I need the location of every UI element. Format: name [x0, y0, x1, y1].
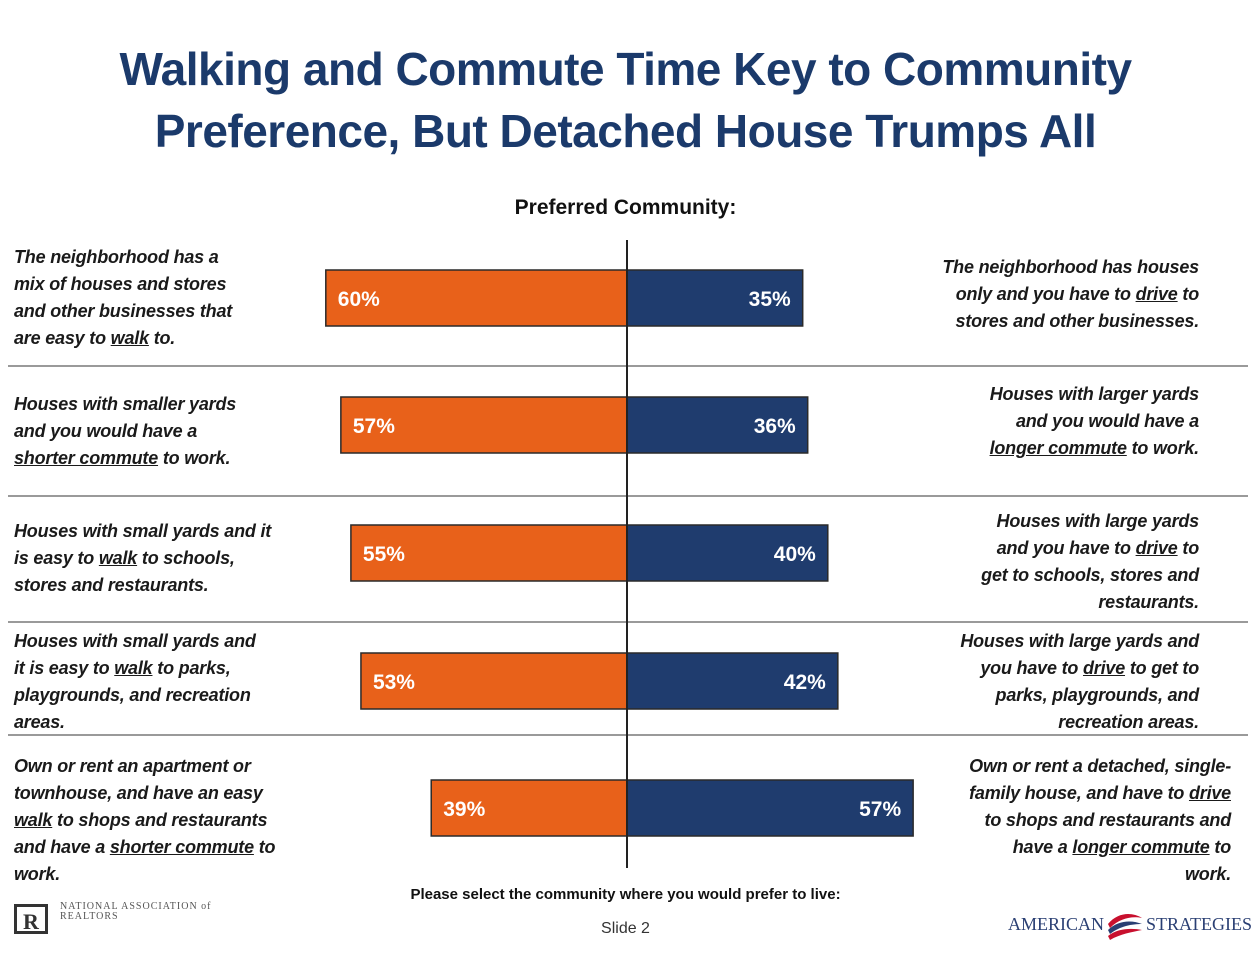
row-5-left-label: Own or rent an apartment or townhouse, an…	[14, 756, 276, 884]
slide-number: Slide 2	[601, 920, 650, 937]
row-5-right-label: Own or rent a detached, single-family ho…	[969, 756, 1231, 884]
bar-left-5	[430, 779, 628, 837]
row-2-left-label: Houses with smaller yards and you would h…	[14, 394, 237, 468]
row-3-left-label: Houses with small yards and it is easy to…	[14, 521, 272, 595]
bar-right-5	[626, 779, 914, 837]
bar-left-2	[340, 396, 628, 454]
nar-logo-text: NATIONAL ASSOCIATION of REALTORS	[60, 901, 212, 922]
nar-logo: R NATIONAL ASSOCIATION of REALTORS	[14, 900, 214, 944]
logo-word-strategies: STRATEGIES	[1146, 914, 1251, 934]
bar-right-4	[626, 652, 839, 710]
bar-right-label-5: 57%	[859, 798, 901, 821]
bar-right-1	[626, 269, 804, 327]
bar-right-label-2: 36%	[754, 415, 796, 438]
american-strategies-logo: AMERICAN STRATEGIES	[1008, 910, 1251, 944]
bar-right-3	[626, 524, 829, 582]
row-4-left-label: Houses with small yards and it is easy to…	[14, 631, 256, 732]
bar-right-label-1: 35%	[749, 288, 791, 311]
title-line-2: Preference, But Detached House Trumps Al…	[154, 105, 1097, 157]
row-1-left-label: The neighborhood has a mix of houses and …	[14, 247, 233, 348]
row-4-right-label: Houses with large yards and you have to d…	[960, 631, 1199, 732]
bar-left-label-5: 39%	[443, 798, 485, 821]
row-2-right-label: Houses with larger yards and you would ha…	[989, 384, 1200, 458]
bar-right-2	[626, 396, 809, 454]
bar-left-1	[325, 269, 628, 327]
logo-word-american: AMERICAN	[1008, 914, 1105, 934]
realtor-r-icon: R	[14, 904, 48, 934]
row-3-right-label: Houses with large yards and you have to d…	[981, 511, 1199, 612]
bar-right-label-4: 42%	[784, 671, 826, 694]
chart-title: Walking and Commute Time Key to Communit…	[0, 38, 1251, 162]
title-line-1: Walking and Commute Time Key to Communit…	[119, 43, 1132, 95]
bar-left-3	[350, 524, 628, 582]
bar-right-label-3: 40%	[774, 543, 816, 566]
bar-left-4	[360, 652, 628, 710]
bar-left-label-3: 55%	[363, 543, 405, 566]
bar-left-label-2: 57%	[353, 415, 395, 438]
row-1-right-label: The neighborhood has houses only and you …	[942, 257, 1199, 331]
bar-left-label-4: 53%	[373, 671, 415, 694]
chart-subtitle: Preferred Community:	[514, 196, 737, 219]
question-footnote: Please select the community where you wo…	[410, 886, 841, 903]
flag-swoosh-icon	[1108, 914, 1142, 940]
bar-left-label-1: 60%	[338, 288, 380, 311]
